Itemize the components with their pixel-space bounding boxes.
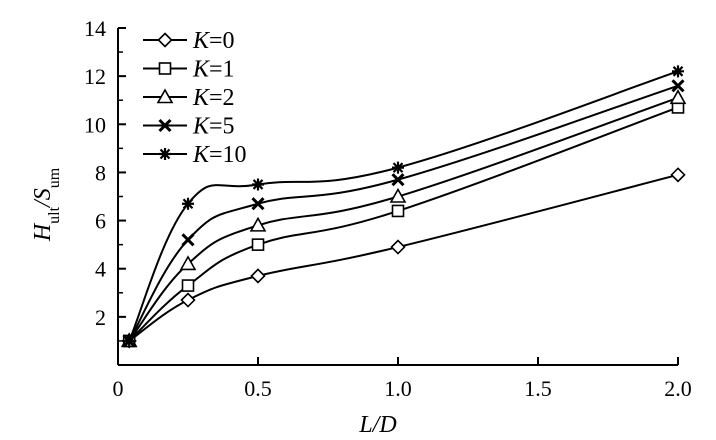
legend-marker: [159, 148, 171, 160]
y-axis-title: Hult/Sum: [30, 167, 63, 242]
data-point: [670, 167, 686, 183]
data-point: [252, 178, 264, 191]
legend-item: K=5: [143, 114, 235, 140]
data-point: [250, 268, 266, 284]
series-line: [128, 84, 679, 342]
legend-marker: [158, 118, 172, 133]
data-point: [672, 65, 684, 78]
y-tick-label: 6: [95, 209, 106, 234]
x-tick-label: 1.0: [384, 376, 412, 401]
legend-label: K=1: [192, 57, 235, 83]
series-line: [128, 106, 679, 342]
legend: K=0K=1K=2K=5K=10: [143, 28, 247, 168]
data-point: [179, 255, 197, 271]
series-k-5: [122, 79, 685, 348]
data-point: [182, 197, 194, 210]
data-point: [391, 173, 405, 187]
legend-label-val: =0: [209, 28, 235, 54]
data-point: [669, 89, 687, 105]
y-tick-label: 10: [84, 112, 106, 137]
y-tick-label: 4: [95, 257, 106, 282]
data-point: [123, 334, 136, 347]
y-axis-title-part: ult: [46, 206, 63, 223]
legend-label-val: =2: [209, 85, 235, 111]
legend-label: K=5: [192, 114, 235, 140]
data-point: [251, 238, 265, 251]
data-point: [249, 216, 267, 232]
y-axis-title-part: /: [30, 198, 56, 209]
y-axis-title-part: H: [30, 222, 56, 242]
legend-label: K=10: [192, 142, 247, 168]
axes: 2 4 6 8 10 12 14 0 0.5 1.0 1.5 2.0 L/D Hult/Sum: [30, 16, 692, 438]
series-k-10: [123, 65, 684, 347]
data-point: [181, 279, 195, 292]
legend-marker: [156, 88, 174, 104]
x-tick-label: 2.0: [664, 376, 692, 401]
data-point: [181, 233, 195, 247]
y-axis-title-part: S: [30, 188, 56, 200]
x-tick-label: 0.5: [244, 376, 272, 401]
legend-marker: [158, 62, 172, 75]
legend-label-var: K: [192, 114, 211, 140]
y-tick-label: 14: [84, 16, 106, 41]
data-point: [251, 197, 265, 211]
legend-label-var: K: [192, 28, 211, 54]
legend-marker: [157, 32, 173, 48]
legend-item: K=10: [143, 142, 247, 168]
legend-label-var: K: [192, 85, 211, 111]
data-point: [671, 79, 685, 93]
y-tick-label: 12: [84, 64, 106, 89]
series-line: [128, 70, 679, 342]
x-tick-label: 1.5: [524, 376, 552, 401]
data-point: [180, 292, 196, 308]
legend-label-val: =1: [209, 57, 235, 83]
y-axis-title-part: um: [46, 167, 63, 188]
legend-label-val: =10: [209, 142, 247, 168]
series-layer: [120, 65, 687, 349]
x-tick-label: 0: [113, 376, 124, 401]
series-line: [128, 173, 679, 342]
legend-item: K=0: [143, 28, 235, 54]
legend-item: K=1: [143, 57, 235, 83]
legend-label-var: K: [192, 142, 211, 168]
legend-label: K=0: [192, 28, 235, 54]
data-point: [391, 204, 405, 218]
legend-item: K=2: [143, 85, 235, 111]
y-tick-label: 2: [95, 305, 106, 330]
series-line: [128, 96, 679, 342]
y-tick-label: 8: [95, 160, 106, 185]
data-point: [389, 187, 407, 203]
data-point: [390, 239, 406, 255]
data-point: [392, 161, 404, 174]
x-axis-title: L/D: [358, 412, 396, 438]
legend-label-var: K: [192, 57, 211, 83]
legend-label: K=2: [192, 85, 235, 111]
legend-label-val: =5: [209, 114, 235, 140]
